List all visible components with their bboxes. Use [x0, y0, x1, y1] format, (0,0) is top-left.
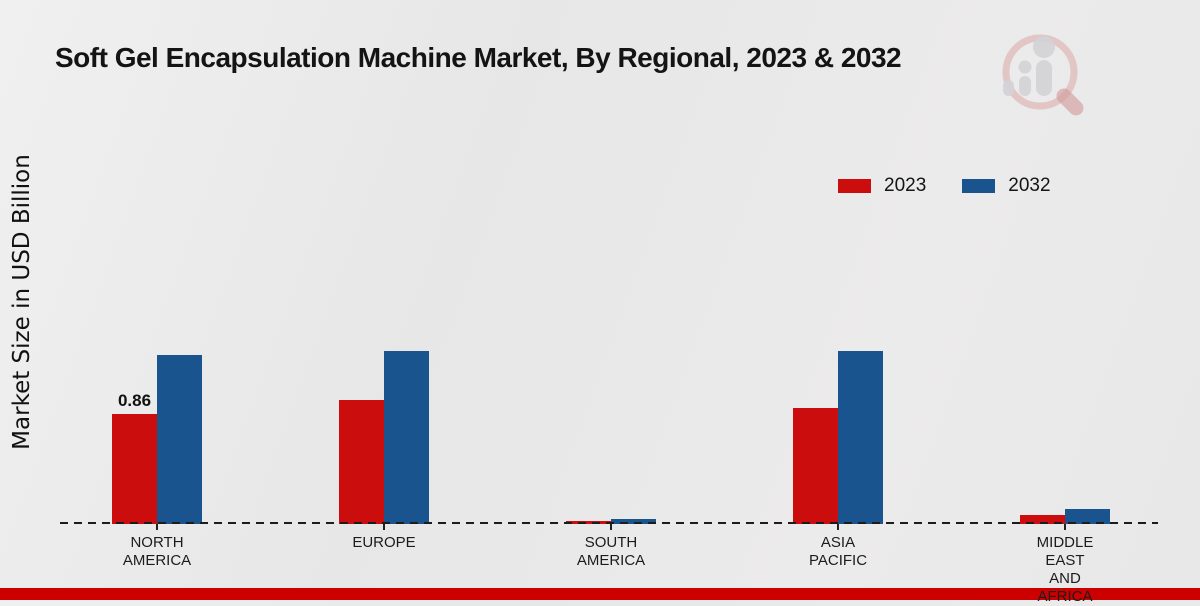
- bar-value-label-north-america: 0.86: [117, 391, 152, 410]
- x-axis-label-europe: EUROPE: [352, 534, 416, 551]
- legend-swatch-2023: [838, 179, 871, 193]
- x-axis-tick-north-america: [156, 524, 158, 530]
- bar-2023-asia-pacific: [793, 408, 838, 524]
- bar-2023-europe: [339, 400, 384, 524]
- legend-item-2032: 2032: [962, 175, 1051, 197]
- bar-2023-north-america: [112, 414, 157, 524]
- bar-2032-middle-east-and-africa: [1065, 509, 1110, 524]
- x-axis-tick-asia-pacific: [837, 524, 839, 530]
- x-axis-tick-middle-east-and-africa: [1064, 524, 1066, 530]
- legend-swatch-2032: [962, 179, 996, 193]
- x-axis-label-north-america: NORTH AMERICA: [122, 534, 192, 569]
- magnifier-barchart-watermark-logo: [1002, 34, 1084, 116]
- chart-title: Soft Gel Encapsulation Machine Market, B…: [55, 42, 902, 73]
- bar-2023-middle-east-and-africa: [1020, 515, 1065, 524]
- bar-2032-south-america: [611, 519, 656, 524]
- x-axis-baseline: [60, 522, 1158, 524]
- legend-item-2023: 2023: [838, 175, 926, 197]
- bar-2032-asia-pacific: [838, 351, 883, 524]
- y-axis-title: Market Size in USD Billion: [9, 154, 35, 450]
- footer-bar: [0, 588, 1200, 600]
- x-axis-tick-south-america: [610, 524, 612, 530]
- x-axis-label-middle-east-and-africa: MIDDLE EAST AND AFRICA: [1036, 534, 1094, 605]
- legend-label-2032: 2032: [1008, 175, 1051, 196]
- x-axis-label-asia-pacific: ASIA PACIFIC: [808, 534, 868, 569]
- legend: 2023 2032: [838, 175, 1051, 197]
- x-axis-tick-europe: [383, 524, 385, 530]
- bar-2032-north-america: [157, 355, 202, 524]
- x-axis-label-south-america: SOUTH AMERICA: [576, 534, 646, 569]
- bar-2032-europe: [384, 351, 429, 524]
- legend-label-2023: 2023: [884, 175, 927, 196]
